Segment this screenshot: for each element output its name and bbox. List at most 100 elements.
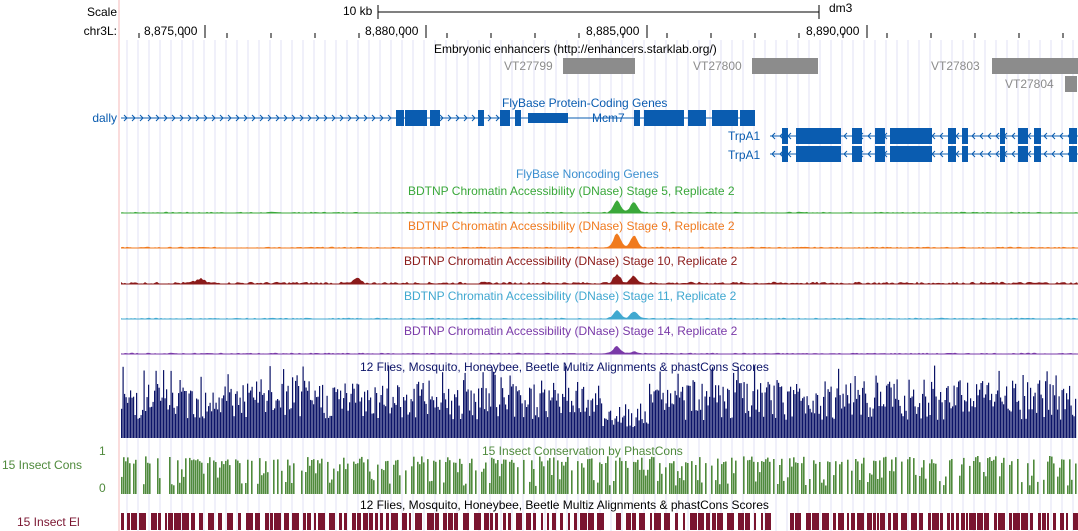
enhancer-label-vt27804[interactable]: VT27804 bbox=[1005, 77, 1054, 91]
gene-exon bbox=[712, 110, 738, 126]
multiz-bar bbox=[677, 373, 679, 438]
gene-label-dally[interactable]: dally bbox=[92, 111, 117, 125]
gene-exon bbox=[948, 128, 956, 144]
phastcons-bar bbox=[177, 460, 179, 494]
multiz-bar bbox=[371, 413, 373, 438]
gene-exon bbox=[644, 110, 684, 126]
phastcons-left-label[interactable]: 15 Insect Cons bbox=[2, 458, 83, 472]
conserved-element bbox=[966, 513, 968, 530]
multiz-bar bbox=[196, 398, 198, 438]
gene-exon bbox=[796, 146, 841, 162]
multiz-bar bbox=[436, 397, 438, 438]
enhancer-label-vt27803[interactable]: VT27803 bbox=[931, 59, 980, 73]
multiz-bar bbox=[193, 414, 195, 438]
gene-features[interactable] bbox=[121, 110, 1078, 162]
phastcons-bar bbox=[605, 463, 607, 494]
enhancer-label-vt27800[interactable]: VT27800 bbox=[693, 59, 742, 73]
phastcons-bar bbox=[1061, 459, 1063, 494]
multiz-bar bbox=[283, 369, 285, 438]
multiz-bar bbox=[320, 407, 322, 438]
multiz-bar bbox=[800, 400, 802, 438]
multiz-bar bbox=[1018, 400, 1020, 438]
strand-arrow bbox=[987, 132, 992, 140]
enhancers-track-title[interactable]: Embryonic enhancers (http://enhancers.st… bbox=[434, 42, 717, 56]
enhancer-label-vt27799[interactable]: VT27799 bbox=[504, 59, 553, 73]
conserved-element bbox=[1013, 513, 1020, 530]
phastcons-bar bbox=[135, 459, 137, 494]
phastcons-bars[interactable] bbox=[121, 456, 1077, 495]
dnase-stage11-title[interactable]: BDTNP Chromatin Accessibility (DNase) St… bbox=[404, 289, 737, 303]
multiz-bar bbox=[964, 400, 966, 438]
phastcons-bar bbox=[421, 456, 423, 494]
elements-left-label[interactable]: 15 Insect El bbox=[17, 515, 80, 529]
multiz-bars[interactable] bbox=[121, 365, 1077, 438]
conserved-elements[interactable] bbox=[121, 513, 1078, 530]
multiz-bar bbox=[755, 409, 757, 438]
dnase-stage10-title[interactable]: BDTNP Chromatin Accessibility (DNase) St… bbox=[404, 254, 738, 268]
dnase-stage5-title[interactable]: BDTNP Chromatin Accessibility (DNase) St… bbox=[408, 184, 735, 198]
multiz-bar bbox=[928, 402, 930, 438]
multiz-bar bbox=[490, 406, 492, 438]
phastcons-bar bbox=[749, 459, 751, 494]
phastcons-bar bbox=[581, 463, 583, 494]
phastcons-bar bbox=[885, 456, 887, 494]
multiz-bar bbox=[907, 419, 909, 438]
multiz-bar bbox=[820, 405, 822, 438]
elements-track-title[interactable]: 12 Flies, Mosquito, Honeybee, Beetle Mul… bbox=[360, 498, 769, 512]
phastcons-bar bbox=[499, 476, 501, 494]
multiz-bar bbox=[422, 383, 424, 438]
multiz-bar bbox=[128, 397, 130, 438]
phastcons-bar bbox=[877, 479, 879, 494]
phastcons-bar bbox=[557, 460, 559, 494]
multiz-bar bbox=[584, 411, 586, 438]
phastcons-bar bbox=[931, 459, 933, 494]
dnase-signals[interactable] bbox=[121, 200, 1078, 355]
phastcons-bar bbox=[501, 463, 503, 494]
phastcons-bar bbox=[747, 460, 749, 494]
multiz-bar bbox=[155, 370, 157, 438]
strand-arrow bbox=[843, 132, 848, 140]
phastcons-bar bbox=[641, 457, 643, 494]
multiz-bar bbox=[508, 394, 510, 438]
enhancer-features[interactable] bbox=[563, 58, 1078, 92]
phastcons-bar bbox=[549, 458, 551, 494]
phastcons-bar bbox=[1063, 459, 1065, 494]
multiz-bar bbox=[698, 399, 700, 438]
multiz-bar bbox=[500, 377, 502, 438]
phastcons-bar bbox=[221, 461, 223, 494]
phastcons-track-title[interactable]: 15 Insect Conservation by PhastCons bbox=[482, 444, 683, 458]
strand-arrow bbox=[379, 114, 384, 122]
multiz-track-title[interactable]: 12 Flies, Mosquito, Honeybee, Beetle Mul… bbox=[360, 360, 769, 374]
ruler-position-3: 8,885,000 bbox=[586, 24, 640, 38]
multiz-bar bbox=[526, 407, 528, 438]
multiz-bar bbox=[914, 406, 916, 438]
multiz-bar bbox=[232, 405, 234, 438]
conserved-element bbox=[541, 513, 543, 530]
noncoding-track-title[interactable]: FlyBase Noncoding Genes bbox=[516, 167, 659, 181]
phastcons-bar bbox=[223, 464, 225, 494]
phastcons-bar bbox=[147, 462, 149, 494]
phastcons-bar bbox=[389, 483, 391, 494]
phastcons-bar bbox=[983, 472, 985, 494]
genes-track-title[interactable]: FlyBase Protein-Coding Genes bbox=[502, 96, 668, 110]
phastcons-bar bbox=[417, 461, 419, 494]
multiz-bar bbox=[686, 385, 688, 438]
multiz-bar bbox=[515, 386, 517, 438]
phastcons-bar bbox=[195, 460, 197, 494]
multiz-bar bbox=[856, 398, 858, 438]
phastcons-bar bbox=[143, 484, 145, 494]
gene-label-mcm7[interactable]: Mcm7 bbox=[592, 111, 625, 125]
dnase-stage14-title[interactable]: BDTNP Chromatin Accessibility (DNase) St… bbox=[404, 324, 738, 338]
gene-label-trpa1-1[interactable]: TrpA1 bbox=[728, 129, 761, 143]
phastcons-bar bbox=[627, 467, 629, 494]
gene-label-trpa1-2[interactable]: TrpA1 bbox=[728, 148, 761, 162]
multiz-bar bbox=[980, 383, 982, 438]
multiz-bar bbox=[919, 403, 921, 438]
dnase-stage9-title[interactable]: BDTNP Chromatin Accessibility (DNase) St… bbox=[408, 219, 735, 233]
multiz-bar bbox=[892, 406, 894, 438]
multiz-bar bbox=[1012, 380, 1014, 438]
multiz-bar bbox=[913, 389, 915, 438]
conserved-element bbox=[880, 513, 885, 530]
multiz-bar bbox=[535, 415, 537, 438]
